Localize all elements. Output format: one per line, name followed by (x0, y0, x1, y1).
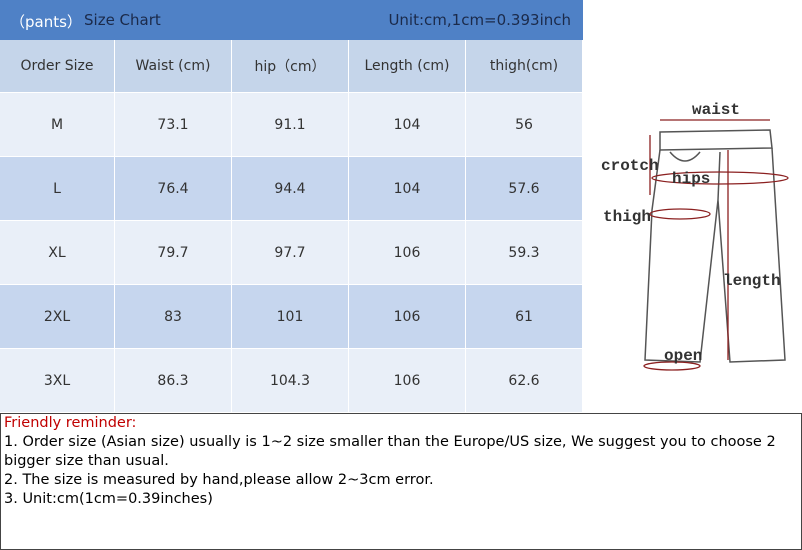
table-cell: 3XL (0, 349, 115, 413)
table-cell: 104.3 (232, 349, 349, 413)
table-cell: 104 (349, 93, 466, 157)
note-line: 1. Order size (Asian size) usually is 1~… (4, 434, 776, 469)
label-waist: waist (692, 101, 740, 119)
table-cell: 106 (349, 349, 466, 413)
header-tag: （pants） (10, 13, 82, 31)
table-cell: 62.6 (466, 349, 583, 413)
table-cell: 76.4 (115, 157, 232, 221)
label-open: open (664, 347, 702, 365)
column-header: Length (cm) (349, 40, 466, 93)
table-cell: L (0, 157, 115, 221)
header-unit: Unit:cm,1cm=0.393inch (388, 11, 571, 29)
table-cell: 57.6 (466, 157, 583, 221)
table-cell: 79.7 (115, 221, 232, 285)
column-header: hip（cm） (232, 40, 349, 93)
column-header: Order Size (0, 40, 115, 93)
column-header: thigh(cm) (466, 40, 583, 93)
table-cell: M (0, 93, 115, 157)
header-title: Size Chart (84, 11, 161, 29)
table-cell: 86.3 (115, 349, 232, 413)
table-cell: 101 (232, 285, 349, 349)
table-cell: 104 (349, 157, 466, 221)
note-title: Friendly reminder: (4, 415, 137, 431)
pants-diagram: waist crotch hips thigh length open (601, 101, 789, 371)
column-header: Waist (cm) (115, 40, 232, 93)
table-cell: 2XL (0, 285, 115, 349)
table-cell: 59.3 (466, 221, 583, 285)
table-cell: 94.4 (232, 157, 349, 221)
note-box: Friendly reminder: 1. Order size (Asian … (0, 413, 802, 550)
label-length: length (723, 272, 781, 290)
table-cell: 83 (115, 285, 232, 349)
table-cell: 56 (466, 93, 583, 157)
table-cell: 106 (349, 221, 466, 285)
label-thigh: thigh (603, 208, 651, 226)
label-hips: hips (672, 170, 710, 188)
note-line: 3. Unit:cm(1cm=0.39inches) (4, 491, 213, 507)
label-crotch: crotch (601, 157, 659, 175)
table-cell: 97.7 (232, 221, 349, 285)
note-line: 2. The size is measured by hand,please a… (4, 472, 434, 488)
table-cell: 61 (466, 285, 583, 349)
table-cell: 91.1 (232, 93, 349, 157)
table-cell: 106 (349, 285, 466, 349)
table-cell: 73.1 (115, 93, 232, 157)
table-cell: XL (0, 221, 115, 285)
header-bar: （pants） Size Chart Unit:cm,1cm=0.393inch (0, 0, 583, 40)
